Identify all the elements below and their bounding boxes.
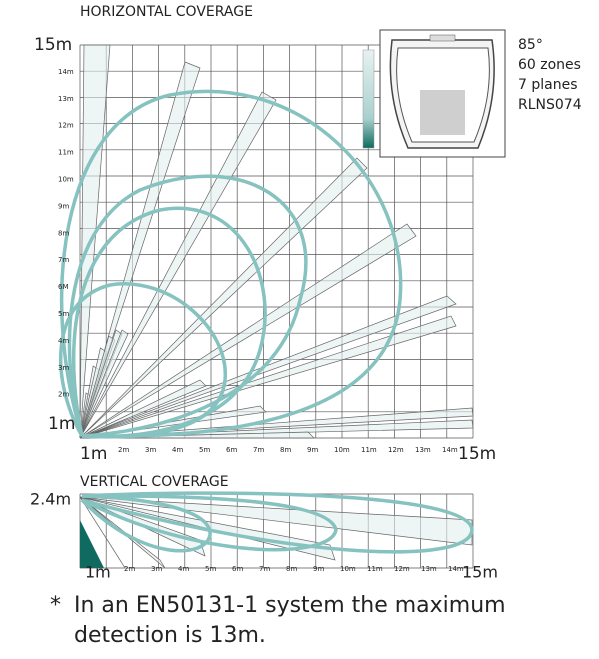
coverage-ring	[59, 89, 403, 439]
beam	[79, 496, 126, 569]
x-tick-label: 2m	[118, 446, 129, 454]
x-tick-label: 7m	[259, 565, 270, 573]
y-top-label: 15m	[34, 35, 72, 55]
x-tick-label: 6m	[232, 565, 243, 573]
vertical-grid	[79, 491, 474, 569]
y-tick-label: 2m	[58, 391, 69, 399]
beam	[79, 379, 207, 439]
coverage-ring	[81, 494, 338, 552]
footnote-line: In an EN50131-1 system the maximum	[74, 593, 506, 618]
x-tick-label: 9m	[313, 565, 324, 573]
x-tick-label: 2m	[124, 565, 135, 573]
x-tick-label: 6m	[226, 446, 237, 454]
specs: 85° 60 zones 7 planes RLNS074	[518, 37, 582, 113]
x-tick-label: 11m	[361, 446, 377, 454]
x-tick-label: 8m	[286, 565, 297, 573]
x-tick-label: 15m	[458, 444, 496, 464]
vertical-y-label: 2.4m	[30, 490, 71, 509]
beam	[79, 157, 368, 439]
coverage-ring	[80, 494, 212, 553]
y-tick-label: 9m	[58, 202, 69, 210]
y-tick-label: 6M	[58, 283, 69, 291]
y-tick-label: 5m	[58, 310, 69, 318]
horizontal-grid	[59, 44, 474, 439]
spec-line: RLNS074	[518, 97, 582, 113]
y-tick-label: 4m	[58, 337, 69, 345]
x-tick-label: 4m	[178, 565, 189, 573]
x-tick-label: 13m	[415, 446, 431, 454]
y-tick-label: 10m	[58, 176, 74, 184]
floor-zone	[80, 520, 104, 568]
x-tick-label: 11m	[367, 565, 383, 573]
x-tick-label: 12m	[388, 446, 404, 454]
x-tick-label: 10m	[334, 446, 350, 454]
x-tick-label: 1m	[85, 563, 111, 582]
x-tick-label: 14m	[442, 446, 458, 454]
y-tick-label: 14m	[58, 68, 74, 76]
y-tick-label: 8m	[58, 229, 69, 237]
spec-line: 7 planes	[518, 77, 578, 93]
y-tick-label: 3m	[58, 364, 69, 372]
x-tick-label: 13m	[421, 565, 437, 573]
sensor-inset	[379, 29, 506, 158]
x-tick-label: 15m	[462, 563, 498, 582]
x-tick-label: 7m	[253, 446, 264, 454]
x-tick-label: 3m	[151, 565, 162, 573]
x-tick-label: 4m	[172, 446, 183, 454]
coverage-ring	[72, 206, 267, 439]
x-tick-label: 3m	[145, 446, 156, 454]
zone-legend-bar	[362, 49, 375, 149]
footnote-line: detection is 13m.	[74, 623, 266, 648]
y-bottom-label: 1m	[48, 414, 75, 434]
beam	[79, 315, 457, 439]
beam	[79, 329, 129, 439]
x-tick-label: 9m	[307, 446, 318, 454]
spec-line: 85°	[518, 37, 543, 53]
coverage-ring	[81, 491, 474, 554]
y-tick-label: 7m	[58, 256, 69, 264]
beam	[79, 407, 474, 439]
vertical-title: VERTICAL COVERAGE	[80, 474, 229, 490]
spec-line: 60 zones	[518, 57, 581, 73]
x-tick-label: 1m	[80, 444, 107, 464]
horizontal-title: HORIZONTAL COVERAGE	[80, 4, 253, 20]
x-tick-label: 5m	[199, 446, 210, 454]
x-tick-label: 14m	[448, 565, 464, 573]
y-tick-label: 12m	[58, 122, 74, 130]
y-tick-label: 13m	[58, 95, 74, 103]
x-tick-label: 8m	[280, 446, 291, 454]
footnote-marker: *	[50, 593, 61, 618]
y-tick-label: 11m	[58, 149, 74, 157]
x-tick-label: 10m	[340, 565, 356, 573]
x-tick-label: 5m	[205, 565, 216, 573]
beam	[79, 223, 417, 439]
x-tick-label: 12m	[394, 565, 410, 573]
